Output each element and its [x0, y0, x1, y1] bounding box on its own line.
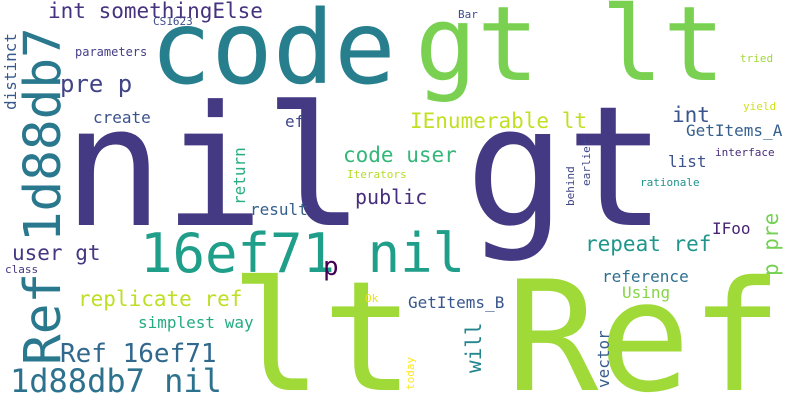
word: p pre	[759, 213, 783, 276]
word: Bar	[458, 8, 478, 21]
word: lt Ref	[230, 249, 783, 400]
word: interface	[715, 146, 775, 159]
word: Using	[622, 283, 670, 302]
word: today	[404, 357, 417, 390]
word: create	[93, 108, 151, 127]
word: IEnumerable lt	[410, 109, 587, 133]
word: ef	[285, 112, 304, 131]
word: code user	[343, 143, 457, 167]
word: GetItems_A	[686, 121, 783, 140]
word: earlier	[580, 139, 593, 186]
word: list	[668, 152, 707, 171]
word: tried	[740, 52, 773, 65]
word: Iterators	[347, 168, 407, 181]
word: behind	[564, 166, 577, 206]
word: reference	[602, 267, 689, 286]
word: distinct	[1, 33, 20, 110]
word: parameters	[75, 45, 147, 59]
word: public	[355, 185, 427, 209]
word: rationale	[640, 176, 700, 189]
word: Ref 16ef71	[60, 339, 217, 369]
word: int somethingElse	[48, 0, 263, 23]
word: CS1623	[153, 15, 193, 28]
word: repeat ref	[585, 232, 711, 256]
word: vector	[594, 330, 613, 388]
word: will	[462, 322, 486, 373]
word: code	[150, 0, 396, 108]
word: int	[672, 103, 710, 127]
word: pre p	[60, 70, 132, 98]
word: class	[5, 263, 38, 276]
word: user gt	[12, 241, 101, 265]
word: IFoo	[712, 219, 751, 238]
word: yield	[743, 100, 776, 113]
word: nil gt	[63, 71, 666, 265]
word: result	[250, 200, 308, 219]
word: simplest way	[138, 313, 254, 332]
word: gt lt	[415, 0, 725, 105]
word: 1d88db7 nil	[10, 362, 222, 400]
word: return	[230, 147, 249, 205]
word: GetItems_B	[408, 293, 504, 312]
word: 16ef71 nil	[140, 222, 465, 285]
word: p	[323, 252, 339, 282]
word: replicate ref	[78, 287, 242, 311]
word: Ok	[365, 292, 379, 305]
word: Ref 1d88db7	[14, 27, 73, 365]
